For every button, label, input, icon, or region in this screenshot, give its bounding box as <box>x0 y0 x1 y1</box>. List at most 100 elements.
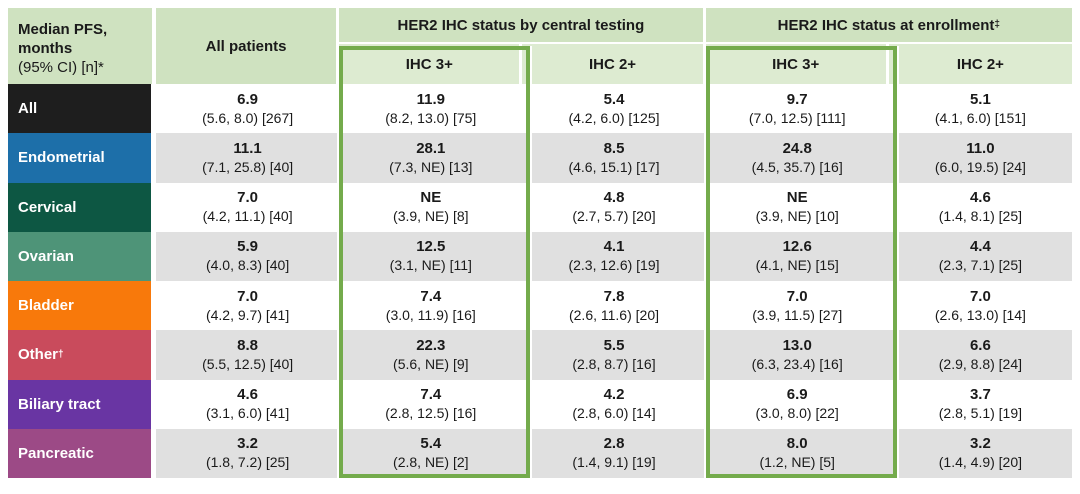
group-header-enrollment-label: HER2 IHC status at enrollment <box>777 16 995 34</box>
cell-central-ihc3: 22.3 (5.6, NE) [9] <box>339 330 523 380</box>
cohort-label-text: Other <box>18 346 59 364</box>
ci-n-value: (3.1, NE) [11] <box>389 257 472 274</box>
cell-central-ihc3: 5.4 (2.8, NE) [2] <box>339 428 523 478</box>
cell-central-ihc2: 7.8 (2.6, 11.6) [20] <box>522 281 706 331</box>
pfs-table-grid: Median PFS, months (95% CI) [n]* All pat… <box>8 8 1072 478</box>
median-value: 11.9 <box>416 90 445 108</box>
ci-n-value: (6.0, 19.5) [24] <box>934 158 1026 175</box>
median-value: 6.9 <box>237 90 259 108</box>
cell-central-ihc2: 5.4 (4.2, 6.0) [125] <box>522 84 706 134</box>
ci-n-value: (1.4, 9.1) [19] <box>572 454 656 471</box>
ci-n-value: (8.2, 13.0) [75] <box>385 109 477 126</box>
cell-enrollment-ihc3: 8.0 (1.2, NE) [5] <box>705 428 889 478</box>
pfs-results-table: Median PFS, months (95% CI) [n]* All pat… <box>8 8 1072 478</box>
median-value: 5.4 <box>603 90 625 108</box>
cell-central-ihc2: 8.5 (4.6, 15.1) [17] <box>522 133 706 183</box>
ci-n-value: (3.9, NE) [8] <box>393 208 469 225</box>
cell-central-ihc2: 4.1 (2.3, 12.6) [19] <box>522 231 706 281</box>
median-value: 2.8 <box>603 435 625 453</box>
median-value: 8.5 <box>603 139 625 157</box>
median-value: 11.0 <box>966 139 995 157</box>
ci-n-value: (4.2, 6.0) [125] <box>568 109 660 126</box>
median-value: 4.6 <box>237 386 259 404</box>
cohort-label: Bladder <box>8 281 156 331</box>
ci-n-value: (6.3, 23.4) [16] <box>751 355 843 372</box>
cohort-label-text: Ovarian <box>18 247 74 265</box>
median-value: 13.0 <box>782 336 812 354</box>
median-value: 28.1 <box>416 139 446 157</box>
cell-all-patients: 7.0 (4.2, 11.1) [40] <box>156 182 340 232</box>
subheader-enrollment-ihc2: IHC 2+ <box>888 44 1072 84</box>
cell-enrollment-ihc3: NE (3.9, NE) [10] <box>705 182 889 232</box>
ci-n-value: (4.1, NE) [15] <box>755 257 839 274</box>
ci-n-value: (7.0, 12.5) [111] <box>748 109 846 126</box>
median-value: 3.7 <box>969 386 991 404</box>
ci-n-value: (2.6, 13.0) [14] <box>934 306 1026 323</box>
cohort-label-text: Biliary tract <box>18 395 101 413</box>
cell-all-patients: 11.1 (7.1, 25.8) [40] <box>156 133 340 183</box>
median-value: 5.4 <box>420 435 442 453</box>
cohort-label: Cervical <box>8 182 156 232</box>
cell-central-ihc3: 11.9 (8.2, 13.0) [75] <box>339 84 523 134</box>
column-header-all-patients: All patients <box>156 8 340 84</box>
median-value: 6.6 <box>969 336 991 354</box>
ci-n-value: (4.2, 9.7) [41] <box>205 306 290 323</box>
cell-central-ihc3: 7.4 (2.8, 12.5) [16] <box>339 379 523 429</box>
ci-n-value: (1.4, 8.1) [25] <box>938 208 1023 225</box>
cell-all-patients: 4.6 (3.1, 6.0) [41] <box>156 379 340 429</box>
cell-all-patients: 7.0 (4.2, 9.7) [41] <box>156 281 340 331</box>
cell-enrollment-ihc3: 24.8 (4.5, 35.7) [16] <box>705 133 889 183</box>
cell-enrollment-ihc2: 4.4 (2.3, 7.1) [25] <box>888 231 1072 281</box>
ci-n-value: (2.6, 11.6) [20] <box>568 306 659 323</box>
cohort-label-text: Pancreatic <box>18 444 94 462</box>
cell-enrollment-ihc2: 4.6 (1.4, 8.1) [25] <box>888 182 1072 232</box>
median-value: 4.8 <box>603 189 625 207</box>
ci-n-value: (2.3, 7.1) [25] <box>938 257 1023 274</box>
corner-title-line1: Median PFS, <box>18 21 108 38</box>
ci-n-value: (2.9, 8.8) [24] <box>938 355 1023 372</box>
median-value: 7.4 <box>420 386 442 404</box>
group-header-central-testing: HER2 IHC status by central testing <box>339 8 706 44</box>
cell-enrollment-ihc2: 5.1 (4.1, 6.0) [151] <box>888 84 1072 134</box>
median-value: NE <box>420 189 442 207</box>
median-value: 4.1 <box>603 238 625 256</box>
median-value: 7.4 <box>420 287 442 305</box>
ci-n-value: (5.5, 12.5) [40] <box>202 355 294 372</box>
ci-n-value: (7.3, NE) [13] <box>389 158 473 175</box>
median-value: 8.0 <box>786 435 808 453</box>
median-value: 8.8 <box>237 336 259 354</box>
median-value: 5.1 <box>969 90 991 108</box>
ci-n-value: (3.1, 6.0) [41] <box>205 405 290 422</box>
cell-enrollment-ihc3: 7.0 (3.9, 11.5) [27] <box>705 281 889 331</box>
cell-enrollment-ihc2: 6.6 (2.9, 8.8) [24] <box>888 330 1072 380</box>
median-value: 4.2 <box>603 386 625 404</box>
ci-n-value: (4.5, 35.7) [16] <box>751 158 843 175</box>
group-header-enrollment: HER2 IHC status at enrollment ‡ <box>705 8 1072 44</box>
cell-central-ihc3: 12.5 (3.1, NE) [11] <box>339 231 523 281</box>
median-value: 3.2 <box>969 435 991 453</box>
cell-central-ihc3: NE (3.9, NE) [8] <box>339 182 523 232</box>
cell-all-patients: 8.8 (5.5, 12.5) [40] <box>156 330 340 380</box>
cohort-label: Endometrial <box>8 133 156 183</box>
ci-n-value: (7.1, 25.8) [40] <box>202 158 294 175</box>
cell-enrollment-ihc2: 3.2 (1.4, 4.9) [20] <box>888 428 1072 478</box>
median-value: 4.4 <box>969 238 991 256</box>
cell-central-ihc2: 5.5 (2.8, 8.7) [16] <box>522 330 706 380</box>
cohort-label-text: Endometrial <box>18 149 105 167</box>
median-value: 5.5 <box>603 336 625 354</box>
ci-n-value: (4.6, 15.1) [17] <box>568 158 660 175</box>
ci-n-value: (3.0, 8.0) [22] <box>755 405 839 422</box>
cohort-label: Pancreatic <box>8 428 156 478</box>
cell-enrollment-ihc2: 7.0 (2.6, 13.0) [14] <box>888 281 1072 331</box>
cell-all-patients: 5.9 (4.0, 8.3) [40] <box>156 231 340 281</box>
median-value: 7.8 <box>603 287 625 305</box>
cell-enrollment-ihc3: 13.0 (6.3, 23.4) [16] <box>705 330 889 380</box>
cell-enrollment-ihc2: 3.7 (2.8, 5.1) [19] <box>888 379 1072 429</box>
cohort-label-text: All <box>18 100 38 118</box>
cohort-label: Ovarian <box>8 231 156 281</box>
median-value: 24.8 <box>782 139 812 157</box>
corner-subtitle: (95% CI) [n]* <box>18 59 104 76</box>
cell-central-ihc2: 4.8 (2.7, 5.7) [20] <box>522 182 706 232</box>
corner-header: Median PFS, months (95% CI) [n]* <box>8 8 156 84</box>
cell-all-patients: 3.2 (1.8, 7.2) [25] <box>156 428 340 478</box>
